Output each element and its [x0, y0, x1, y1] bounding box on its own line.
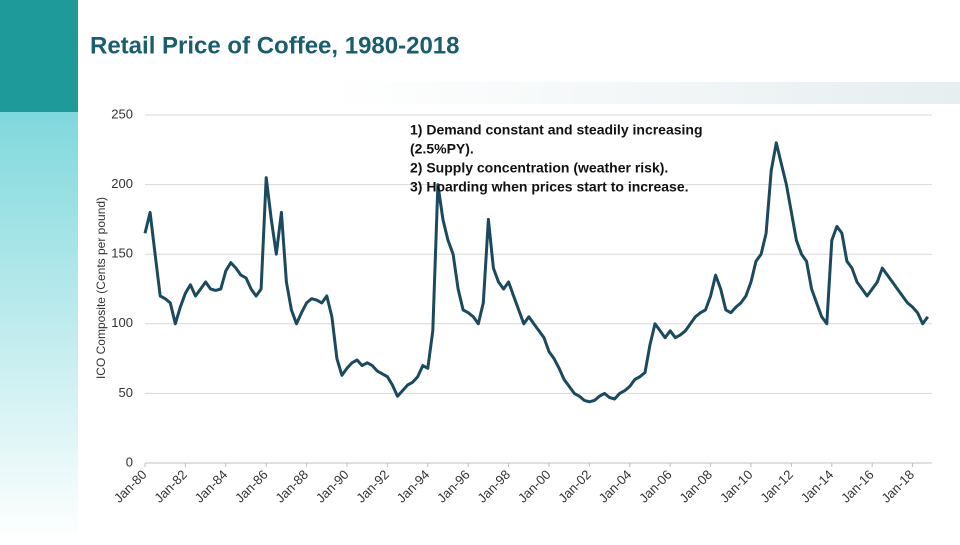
x-tick-label: Jan-18 — [878, 467, 917, 506]
x-tick-label: Jan-00 — [515, 467, 554, 506]
chart-title: Retail Price of Coffee, 1980-2018 — [90, 32, 460, 59]
x-tick-label: Jan-14 — [798, 467, 837, 506]
x-tick-label: Jan-02 — [555, 467, 594, 506]
annotation: 1) Demand constant and steadily increasi… — [410, 122, 703, 138]
x-tick-label: Jan-98 — [474, 467, 513, 506]
annotation: 2) Supply concentration (weather risk). — [410, 160, 668, 176]
annotation: (2.5%PY). — [410, 141, 474, 157]
y-tick-label: 250 — [111, 106, 133, 121]
x-tick-label: Jan-88 — [272, 467, 311, 506]
x-tick-label: Jan-96 — [434, 467, 473, 506]
x-tick-label: Jan-92 — [353, 467, 392, 506]
y-tick-label: 50 — [119, 385, 133, 400]
x-tick-label: Jan-16 — [838, 467, 877, 506]
x-tick-label: Jan-08 — [676, 467, 715, 506]
x-tick-label: Jan-86 — [232, 467, 271, 506]
price-line — [143, 141, 930, 404]
y-tick-label: 150 — [111, 246, 133, 261]
x-tick-label: Jan-10 — [717, 467, 756, 506]
side-strip — [0, 112, 78, 540]
y-tick-label: 0 — [126, 454, 133, 469]
x-tick-label: Jan-80 — [111, 467, 150, 506]
annotation: 3) Hoarding when prices start to increas… — [410, 179, 689, 195]
corner-block — [0, 0, 78, 112]
x-tick-label: Jan-06 — [636, 467, 675, 506]
y-axis-label: ICO Composite (Cents per pound) — [94, 197, 108, 379]
x-tick-label: Jan-84 — [192, 467, 231, 506]
x-tick-label: Jan-90 — [313, 467, 352, 506]
x-tick-label: Jan-82 — [151, 467, 190, 506]
x-tick-label: Jan-04 — [596, 467, 635, 506]
top-band — [330, 82, 960, 104]
x-tick-label: Jan-94 — [394, 467, 433, 506]
y-tick-label: 200 — [111, 176, 133, 191]
y-tick-label: 100 — [111, 315, 133, 330]
x-tick-label: Jan-12 — [757, 467, 796, 506]
